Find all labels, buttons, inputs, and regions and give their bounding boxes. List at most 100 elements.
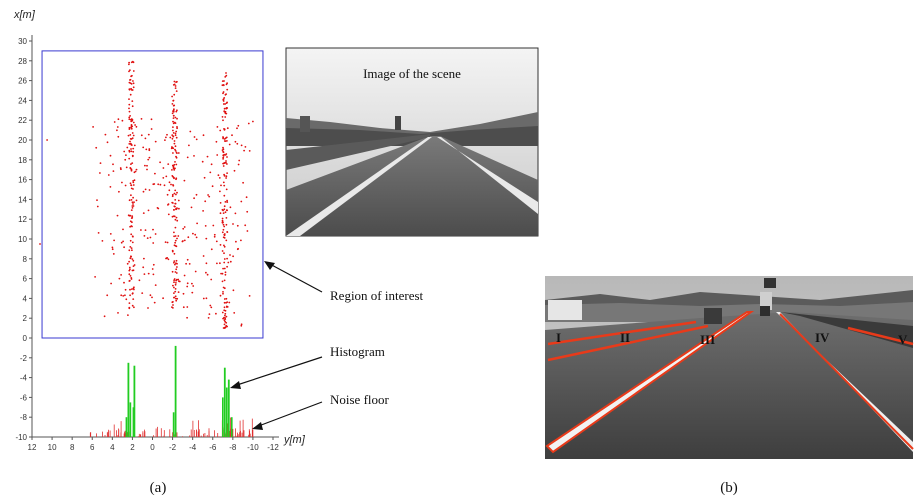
data-point xyxy=(240,324,243,327)
data-point xyxy=(222,292,224,295)
data-point xyxy=(175,262,177,265)
x-tick-label: 12 xyxy=(28,443,37,452)
data-point xyxy=(222,317,225,320)
data-point xyxy=(151,268,154,270)
x-tick-label: 8 xyxy=(70,443,75,452)
data-point xyxy=(187,236,190,239)
data-point xyxy=(128,306,131,309)
data-point xyxy=(143,235,146,237)
data-point xyxy=(132,196,135,199)
data-point xyxy=(171,175,174,177)
data-point xyxy=(213,233,216,236)
data-point xyxy=(122,240,124,243)
data-point xyxy=(129,257,132,260)
data-point xyxy=(195,138,198,141)
data-point xyxy=(174,134,177,137)
data-point xyxy=(109,233,112,235)
data-point xyxy=(142,266,145,269)
data-point xyxy=(244,146,247,148)
data-point xyxy=(222,154,225,157)
data-point xyxy=(182,306,185,309)
data-point xyxy=(222,223,225,226)
data-point xyxy=(117,312,119,314)
data-point xyxy=(130,247,133,250)
data-point xyxy=(173,235,176,238)
data-point xyxy=(131,304,134,307)
data-point xyxy=(234,212,237,215)
data-point xyxy=(173,163,176,166)
data-point xyxy=(122,228,124,231)
data-point xyxy=(131,225,133,228)
data-point xyxy=(121,119,124,122)
data-point xyxy=(225,301,228,304)
data-point xyxy=(175,282,177,284)
data-point xyxy=(171,112,174,115)
data-point xyxy=(174,271,177,273)
data-point xyxy=(224,103,227,105)
data-point xyxy=(131,235,134,238)
data-point xyxy=(111,246,114,249)
x-axis-label: y[m] xyxy=(283,434,306,446)
data-point xyxy=(201,160,204,163)
data-point xyxy=(222,158,225,160)
data-point xyxy=(193,197,196,200)
data-point xyxy=(172,117,175,119)
data-point xyxy=(142,212,145,215)
data-point xyxy=(183,239,186,242)
data-point xyxy=(173,205,176,208)
data-point xyxy=(130,150,133,153)
data-point xyxy=(218,177,221,179)
data-point xyxy=(236,127,238,130)
data-point xyxy=(222,103,225,105)
data-point xyxy=(219,294,222,297)
data-point xyxy=(104,133,107,136)
data-point xyxy=(174,167,176,170)
data-point xyxy=(222,136,224,138)
data-point xyxy=(234,140,237,143)
data-point xyxy=(225,93,228,95)
data-point xyxy=(225,112,228,115)
data-point xyxy=(128,110,131,113)
data-point xyxy=(222,92,224,95)
data-point xyxy=(192,232,194,235)
y-tick-label: 8 xyxy=(23,255,28,264)
data-point xyxy=(176,219,179,222)
data-point xyxy=(222,181,225,184)
data-point xyxy=(174,295,177,298)
data-point xyxy=(128,107,130,110)
data-point xyxy=(130,169,133,172)
data-point xyxy=(174,226,177,229)
data-point xyxy=(92,126,94,128)
data-point xyxy=(127,314,129,316)
data-point xyxy=(223,107,226,110)
data-point xyxy=(222,286,225,289)
data-point xyxy=(172,126,174,128)
data-point xyxy=(116,126,119,128)
data-point xyxy=(129,93,132,96)
data-point xyxy=(130,163,132,166)
data-point xyxy=(129,69,131,71)
data-point xyxy=(177,152,180,154)
lane-label-3: III xyxy=(700,332,715,347)
data-point xyxy=(173,215,175,218)
data-point xyxy=(129,268,131,271)
histogram-bar xyxy=(231,417,233,437)
y-tick-label: 6 xyxy=(23,275,28,284)
data-point xyxy=(186,285,189,288)
data-point xyxy=(147,133,150,136)
histogram-bar xyxy=(127,362,130,438)
data-point xyxy=(178,207,180,210)
y-tick-label: 28 xyxy=(18,57,27,66)
data-point xyxy=(97,232,100,234)
data-point xyxy=(210,163,213,166)
x-axis-ticks: 12 10 8 6 4 2 0 -2 -4 -6 -8 -10 -12 xyxy=(28,437,279,452)
data-point xyxy=(196,222,199,225)
data-point xyxy=(166,193,169,196)
data-point xyxy=(210,278,213,281)
data-point xyxy=(225,83,228,86)
data-point xyxy=(132,150,135,153)
data-point xyxy=(240,323,243,326)
data-point xyxy=(173,93,176,96)
data-point xyxy=(149,294,152,297)
data-point xyxy=(221,84,224,87)
